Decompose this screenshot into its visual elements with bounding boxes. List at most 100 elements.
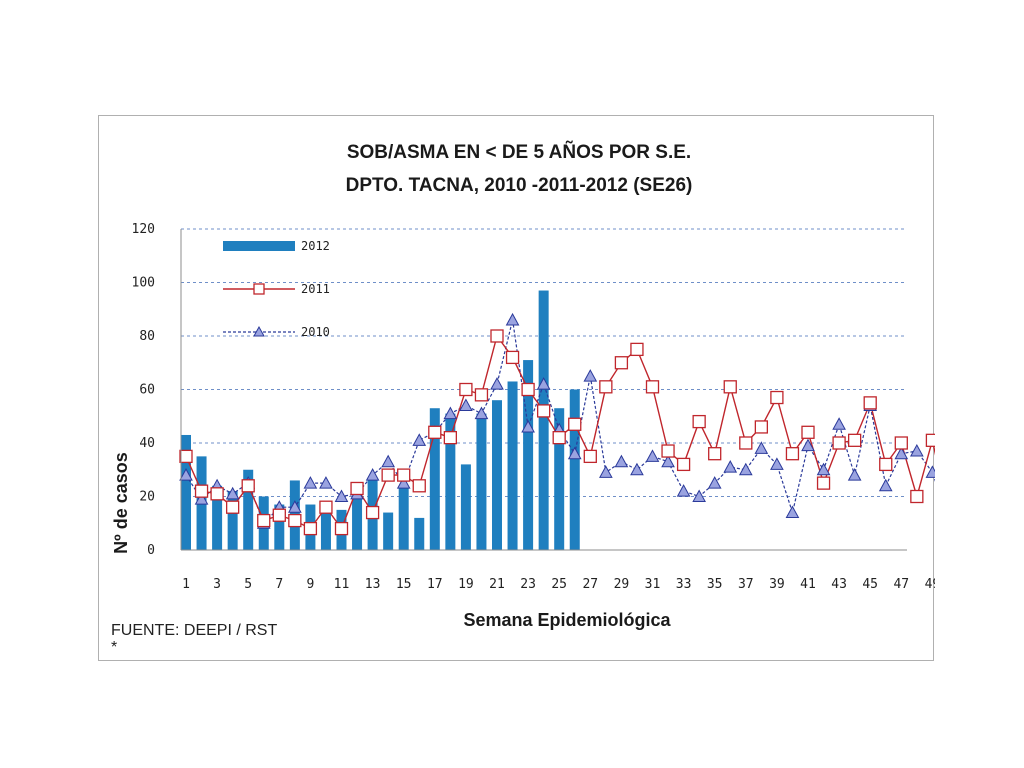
legend: 2012 2011 2010 (223, 239, 330, 339)
point-2010-week-31 (645, 449, 660, 462)
point-2011-week-29 (614, 356, 629, 370)
y-tick-120: 120 (132, 222, 155, 237)
line-2010 (185, 319, 935, 525)
chart-title-line-2: DPTO. TACNA, 2010 -2011-2012 (SE26) (346, 175, 693, 196)
point-2011-week-7 (272, 508, 286, 522)
x-tick-7: 7 (275, 577, 283, 592)
x-tick-11: 11 (334, 577, 350, 592)
point-2011-week-17 (428, 425, 442, 439)
point-2010-week-11 (334, 489, 349, 502)
point-2011-week-23 (521, 382, 535, 397)
point-2011-week-27 (583, 449, 597, 464)
bar-2012-week-23 (523, 360, 534, 550)
x-tick-49: 49 (925, 577, 935, 592)
x-tick-23: 23 (520, 577, 536, 592)
x-tick-37: 37 (738, 577, 754, 592)
point-2011-week-49 (925, 433, 935, 447)
point-2010-week-2 (194, 492, 209, 505)
point-2010-week-36 (723, 460, 738, 473)
y-tick-20: 20 (139, 490, 155, 505)
point-2010-week-44 (847, 468, 862, 481)
point-2010-week-29 (614, 454, 629, 468)
bar-2012-week-10 (320, 512, 331, 550)
point-2010-week-27 (583, 369, 598, 382)
point-2010-week-19 (459, 398, 473, 412)
x-axis-title: Semana Epidemiológica (463, 610, 671, 630)
point-2011-week-31 (645, 380, 660, 394)
bar-2012-week-24 (538, 290, 549, 550)
line-2011 (185, 334, 935, 531)
point-2011-week-3 (210, 487, 224, 501)
y-tick-80: 80 (139, 329, 155, 344)
point-2011-week-15 (397, 468, 411, 482)
bar-2012-week-16 (414, 517, 425, 550)
bar-2012-week-5 (243, 469, 254, 550)
x-tick-35: 35 (707, 577, 723, 592)
bar-2012-week-3 (212, 485, 223, 550)
y-tick-60: 60 (139, 383, 155, 398)
legend-swatch-2012 (223, 241, 295, 251)
point-2010-week-13 (365, 468, 380, 481)
x-tick-15: 15 (396, 577, 412, 592)
point-2011-week-8 (288, 513, 302, 528)
x-tick-5: 5 (244, 577, 252, 592)
point-2011-week-46 (879, 457, 893, 472)
point-2010-week-22 (505, 312, 520, 326)
point-2011-week-5 (241, 479, 255, 493)
y-tick-40: 40 (139, 436, 155, 451)
point-2010-week-10 (319, 476, 333, 489)
point-2010-week-42 (816, 462, 831, 476)
point-2011-week-28 (599, 380, 613, 394)
bar-2012-week-14 (383, 512, 394, 550)
point-2010-week-47 (894, 446, 909, 460)
x-tick-3: 3 (213, 577, 221, 592)
point-2011-week-10 (319, 500, 333, 514)
x-tick-13: 13 (365, 577, 381, 592)
point-2010-week-9 (303, 476, 318, 489)
legend-marker-2010 (253, 325, 265, 337)
point-2010-week-20 (474, 406, 489, 420)
point-2011-week-37 (739, 436, 753, 450)
point-2011-week-20 (474, 388, 489, 402)
bar-2012-week-15 (398, 488, 409, 550)
x-tick-25: 25 (551, 577, 567, 592)
point-2010-week-46 (878, 478, 893, 492)
point-2011-week-47 (894, 436, 908, 450)
point-2011-week-16 (412, 479, 426, 493)
point-2011-week-36 (723, 380, 737, 394)
point-2011-week-9 (303, 521, 318, 536)
point-2011-week-13 (365, 505, 380, 520)
point-2011-week-41 (801, 425, 815, 439)
footnote: * (111, 639, 117, 656)
x-tick-45: 45 (862, 577, 878, 592)
legend-label-2010: 2010 (301, 325, 330, 339)
point-2011-week-21 (490, 329, 504, 343)
point-2011-week-34 (692, 414, 706, 429)
point-2011-week-42 (816, 476, 831, 490)
bar-2012-week-1 (181, 434, 191, 550)
point-2011-week-4 (226, 500, 240, 514)
point-2011-week-22 (505, 350, 520, 365)
point-2011-week-30 (630, 342, 644, 357)
point-2010-week-37 (738, 462, 753, 476)
point-2010-week-16 (412, 433, 427, 446)
point-2011-week-43 (832, 436, 846, 450)
bar-2012-week-4 (227, 491, 238, 550)
x-tick-9: 9 (306, 577, 314, 592)
legend-label-2012: 2012 (301, 239, 330, 253)
bar-2012-week-7 (274, 504, 285, 550)
x-tick-27: 27 (582, 577, 598, 592)
point-2011-week-26 (568, 417, 582, 431)
point-2011-week-14 (381, 468, 395, 482)
point-2010-week-26 (567, 446, 582, 460)
point-2011-week-44 (848, 433, 862, 447)
bar-2012-week-26 (569, 389, 580, 550)
bar-2012-week-17 (429, 408, 440, 550)
point-2010-week-4 (225, 486, 240, 500)
point-2010-week-28 (599, 465, 613, 478)
line-series (179, 312, 935, 536)
x-tick-labels: 1 3 5 7 9 11 13 15 17 19 21 23 25 27 29 31 33 35 37 39 41 43 4… (182, 577, 935, 592)
point-2011-week-25 (552, 430, 566, 445)
bar-2012-week-25 (554, 408, 565, 550)
legend-label-2011: 2011 (301, 282, 330, 296)
